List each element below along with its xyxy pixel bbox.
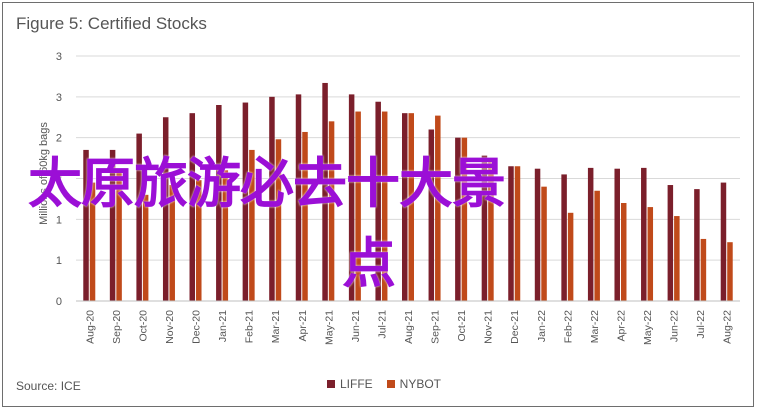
x-tick-label: Apr-21 (297, 310, 309, 342)
bar-nybot (89, 182, 96, 301)
chart-title: Figure 5: Certified Stocks (16, 14, 207, 33)
x-tick-label: Oct-20 (137, 310, 149, 342)
bar-liffe (534, 168, 541, 301)
bar-nybot (408, 113, 414, 302)
x-tick-label: Aug-20 (84, 310, 96, 344)
bar-liffe (109, 149, 116, 301)
bar-nybot (435, 115, 441, 301)
bar-nybot (222, 170, 229, 301)
legend-item-nybot: NYBOT (386, 377, 442, 391)
bar-liffe (561, 174, 567, 301)
y-tick-label: 2 (56, 133, 62, 145)
bar-nybot (116, 170, 122, 301)
y-tick-label: 3 (56, 92, 62, 104)
bar-nybot (647, 207, 654, 301)
x-tick-label: Nov-21 (483, 310, 495, 344)
bar-liffe (136, 133, 142, 301)
x-tick-label: Feb-21 (244, 310, 256, 343)
bar-nybot (169, 185, 175, 301)
bar-nybot (196, 180, 202, 301)
x-tick-label: Mar-21 (270, 310, 282, 343)
bar-nybot (461, 137, 468, 301)
bar-nybot (594, 190, 600, 301)
y-tick-label: 3 (56, 51, 62, 63)
legend: LIFFE NYBOT (327, 377, 441, 391)
bar-liffe (375, 101, 381, 301)
bar-nybot (620, 203, 627, 301)
bar-liffe (455, 137, 461, 301)
x-tick-label: May-21 (323, 310, 335, 345)
x-tick-label: Aug-21 (403, 310, 415, 344)
x-tick-label: Sep-20 (111, 310, 123, 344)
bar-liffe (189, 113, 196, 302)
bar-liffe (162, 117, 169, 301)
x-tick-label: May-22 (642, 310, 654, 345)
bar-liffe (216, 105, 222, 301)
legend-item-liffe: LIFFE (327, 377, 373, 391)
bar-liffe (614, 168, 620, 301)
x-tick-label: Jun-22 (669, 310, 681, 342)
x-tick-label: Feb-22 (562, 310, 574, 343)
bar-liffe (641, 167, 647, 301)
bar-nybot (355, 111, 361, 302)
bar-nybot (514, 166, 521, 301)
bar-liffe (295, 94, 302, 301)
x-tick-label: Oct-21 (456, 310, 468, 342)
bar-liffe (694, 189, 700, 301)
x-tick-label: Nov-20 (164, 310, 176, 344)
bar-nybot (674, 216, 680, 301)
y-axis-label: Millions of 60kg bags (38, 122, 50, 225)
legend-swatch-nybot (386, 380, 395, 388)
bar-liffe (348, 94, 355, 301)
x-tick-label: Jul-22 (695, 310, 707, 339)
bar-nybot (700, 238, 707, 301)
x-tick-label: Dec-21 (509, 310, 521, 344)
legend-swatch-liffe (327, 380, 335, 388)
y-tick-label: 1 (56, 214, 62, 226)
y-tick-label: 1 (56, 255, 62, 267)
bar-liffe (83, 149, 89, 301)
x-tick-label: Dec-20 (191, 310, 203, 344)
bar-liffe (428, 129, 435, 301)
bar-liffe (508, 166, 514, 301)
x-tick-label: Jan-21 (217, 310, 229, 342)
bar-liffe (242, 102, 249, 301)
bar-nybot (567, 212, 574, 301)
y-tick-label: 0 (56, 296, 62, 308)
source-note: Source: ICE (16, 379, 81, 393)
x-tick-label: Jun-21 (350, 310, 362, 342)
bar-nybot (249, 149, 255, 301)
bar-liffe (402, 113, 408, 302)
x-tick-label: Jan-22 (536, 310, 548, 342)
x-tick-label: Apr-22 (615, 310, 627, 342)
bar-liffe (667, 185, 674, 301)
bar-liffe (720, 182, 727, 301)
bar-nybot (727, 242, 733, 301)
bar-nybot (328, 121, 335, 301)
bar-liffe (481, 155, 488, 301)
bar-liffe (269, 96, 275, 301)
bar-nybot (488, 160, 494, 301)
legend-label-nybot: NYBOT (399, 377, 442, 391)
x-tick-label: Mar-22 (589, 310, 601, 343)
x-tick-label: Jul-21 (376, 310, 388, 339)
y-tick-label: 2 (56, 174, 62, 186)
bar-nybot (142, 194, 149, 301)
bar-nybot (302, 131, 308, 301)
bar-liffe (322, 82, 328, 301)
x-tick-label: Sep-21 (430, 310, 442, 344)
bar-nybot (541, 186, 547, 301)
bar-nybot (381, 111, 388, 302)
bar-nybot (275, 139, 282, 301)
x-tick-label: Aug-22 (722, 310, 734, 344)
bar-liffe (587, 167, 594, 301)
legend-label-liffe: LIFFE (340, 377, 373, 391)
